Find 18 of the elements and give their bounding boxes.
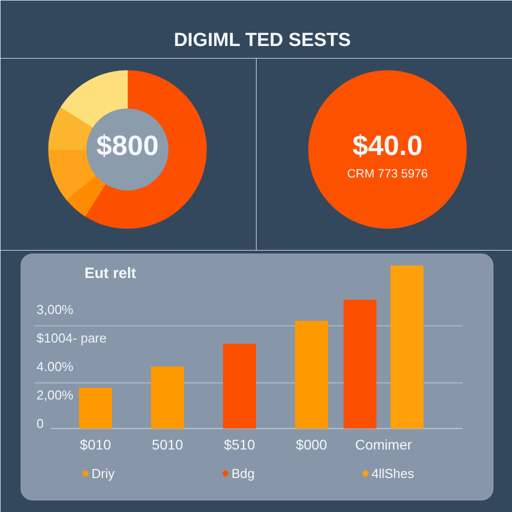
- x-tick-label: $010: [80, 436, 112, 452]
- text: DIGIML TED SESTS: [174, 30, 351, 51]
- x-tick-label: 5010: [152, 436, 184, 452]
- annotation: $1004- pare: [36, 330, 107, 346]
- text: $800: [96, 130, 159, 161]
- text: $40.0: [352, 130, 423, 161]
- x-tick-label: $000: [296, 436, 328, 452]
- x-tick-label: $510: [224, 436, 256, 452]
- legend-label: Bdg: [232, 466, 255, 481]
- annotation: 3,00%: [36, 302, 74, 317]
- text: CRM 773 5976: [347, 166, 428, 180]
- legend-label: Driy: [92, 466, 116, 481]
- annotation: 4.00%: [36, 359, 74, 374]
- legend-label: 4llShes: [372, 466, 415, 481]
- chart-title: Eut relt: [84, 265, 136, 282]
- annotation: 2,00%: [36, 388, 74, 402]
- annotation: 0: [36, 416, 44, 431]
- x-tick-label: Comimer: [355, 436, 412, 452]
